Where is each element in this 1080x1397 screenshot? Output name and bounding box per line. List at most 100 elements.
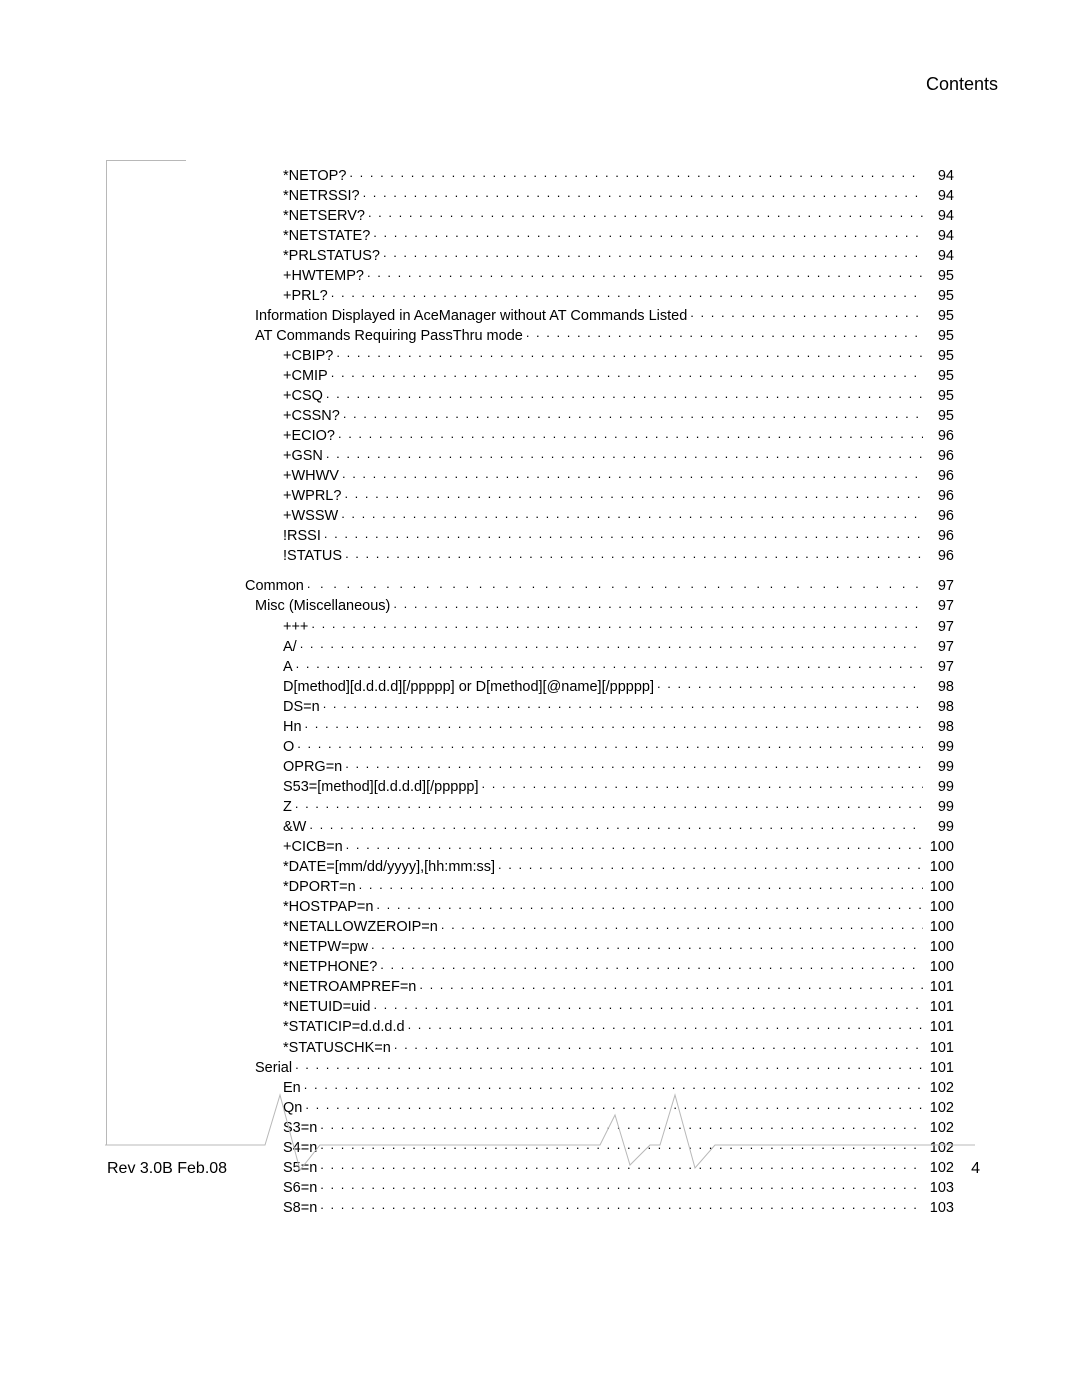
toc-entry-page: 95	[926, 327, 954, 346]
toc-entry-page: 96	[926, 547, 954, 566]
toc-entry-label: A	[283, 658, 293, 677]
toc-leader-dots	[307, 576, 923, 591]
toc-entry-page: 94	[926, 207, 954, 226]
toc-leader-dots	[380, 957, 923, 972]
toc-entry-label: *HOSTPAP=n	[283, 898, 373, 917]
toc-entry-page: 100	[926, 878, 954, 897]
toc-entry: !RSSI96	[245, 526, 954, 546]
toc-entry-page: 96	[926, 427, 954, 446]
toc-entry-label: *STATUSCHK=n	[283, 1039, 391, 1058]
toc-leader-dots	[373, 997, 923, 1012]
toc-entry: *NETSTATE?94	[245, 225, 954, 245]
toc-leader-dots	[336, 345, 923, 360]
toc-entry-label: S53=[method][d.d.d.d][/ppppp]	[283, 778, 479, 797]
toc-entry-label: Z	[283, 798, 292, 817]
toc-entry: *NETUID=uid101	[245, 997, 954, 1017]
toc-entry-label: +WHWV	[283, 467, 339, 486]
toc-entry-page: 100	[926, 898, 954, 917]
toc-entry: O99	[245, 736, 954, 756]
toc-entry-page: 95	[926, 347, 954, 366]
toc-entry-label: Misc (Miscellaneous)	[255, 597, 390, 616]
toc-leader-dots	[408, 1017, 923, 1032]
toc-entry-page: 97	[926, 638, 954, 657]
toc-entry-page: 97	[926, 597, 954, 616]
toc-entry-label: *NETPW=pw	[283, 938, 368, 957]
toc-entry: S8=n103	[245, 1197, 954, 1217]
toc-leader-dots	[320, 1197, 923, 1212]
header-contents-title: Contents	[926, 74, 998, 95]
toc-leader-dots	[342, 466, 923, 481]
toc-entry-page: 95	[926, 267, 954, 286]
toc-entry-label: +CSSN?	[283, 407, 340, 426]
toc-entry: *PRLSTATUS?94	[245, 245, 954, 265]
toc-entry: *STATUSCHK=n101	[245, 1037, 954, 1057]
toc-leader-dots	[331, 365, 923, 380]
toc-leader-dots	[345, 756, 923, 771]
toc-leader-dots	[526, 325, 923, 340]
toc-entry-page: 99	[926, 818, 954, 837]
toc-leader-dots	[296, 656, 923, 671]
toc-leader-dots	[376, 897, 923, 912]
toc-entry: S53=[method][d.d.d.d][/ppppp]99	[245, 776, 954, 796]
toc-entry: +CSQ95	[245, 386, 954, 406]
toc-entry-page: 101	[926, 978, 954, 997]
toc-entry: *NETPHONE?100	[245, 957, 954, 977]
toc-entry-page: 95	[926, 387, 954, 406]
toc-entry: Z99	[245, 796, 954, 816]
toc-entry-page: 96	[926, 507, 954, 526]
toc-entry-page: 94	[926, 187, 954, 206]
toc-entry-page: 100	[926, 838, 954, 857]
toc-leader-dots	[482, 776, 924, 791]
toc-leader-dots	[345, 546, 923, 561]
toc-entry-label: *NETPHONE?	[283, 958, 377, 977]
toc-entry: !STATUS 96	[245, 546, 954, 566]
vertical-rule	[106, 160, 107, 1145]
toc-leader-dots	[383, 245, 923, 260]
toc-entry-page: 100	[926, 858, 954, 877]
toc-entry-page: 95	[926, 307, 954, 326]
toc-leader-dots	[373, 225, 923, 240]
toc-entry-page: 101	[926, 1018, 954, 1037]
toc-entry-label: +WSSW	[283, 507, 338, 526]
toc-entry-label: +HWTEMP?	[283, 267, 364, 286]
footer-page-number: 4	[971, 1160, 980, 1178]
toc-leader-dots	[300, 636, 923, 651]
toc-leader-dots	[344, 486, 923, 501]
toc-entry-label: OPRG=n	[283, 758, 342, 777]
toc-entry-page: 98	[926, 698, 954, 717]
toc-entry: +WSSW 96	[245, 506, 954, 526]
toc-leader-dots	[311, 616, 923, 631]
toc-entry-page: 100	[926, 918, 954, 937]
toc-entry: +ECIO?96	[245, 426, 954, 446]
toc-entry-label: *NETUID=uid	[283, 998, 370, 1017]
toc-entry: +WHWV 96	[245, 466, 954, 486]
toc-entry: Common97	[245, 576, 954, 596]
toc-entry-label: !STATUS	[283, 547, 342, 566]
toc-entry-page: 94	[926, 247, 954, 266]
toc-entry: +GSN96	[245, 446, 954, 466]
toc-leader-dots	[363, 185, 923, 200]
toc-leader-dots	[498, 857, 923, 872]
toc-entry-label: S8=n	[283, 1199, 317, 1218]
toc-entry-label: +WPRL?	[283, 487, 341, 506]
toc-entry-page: 96	[926, 527, 954, 546]
toc-entry-label: +PRL?	[283, 287, 328, 306]
toc-leader-dots	[368, 205, 923, 220]
toc-entry-label: *NETROAMPREF=n	[283, 978, 416, 997]
toc-entry-page: 103	[926, 1179, 954, 1198]
toc-leader-dots	[441, 917, 923, 932]
toc-entry: S6=n103	[245, 1177, 954, 1197]
toc-entry-page: 97	[926, 658, 954, 677]
toc-entry: *NETROAMPREF=n 101	[245, 977, 954, 997]
toc-leader-dots	[349, 165, 923, 180]
toc-entry-label: +CBIP?	[283, 347, 333, 366]
toc-entry: +++97	[245, 616, 954, 636]
toc-entry-page: 96	[926, 467, 954, 486]
toc-entry-label: *DPORT=n	[283, 878, 356, 897]
toc-leader-dots	[309, 817, 923, 832]
toc-entry: AT Commands Requiring PassThru mode95	[245, 325, 954, 345]
toc-leader-dots	[367, 265, 923, 280]
toc-entry-label: D[method][d.d.d.d][/ppppp] or D[method][…	[283, 678, 654, 697]
toc-entry: *STATICIP=d.d.d.d101	[245, 1017, 954, 1037]
toc-leader-dots	[326, 386, 923, 401]
